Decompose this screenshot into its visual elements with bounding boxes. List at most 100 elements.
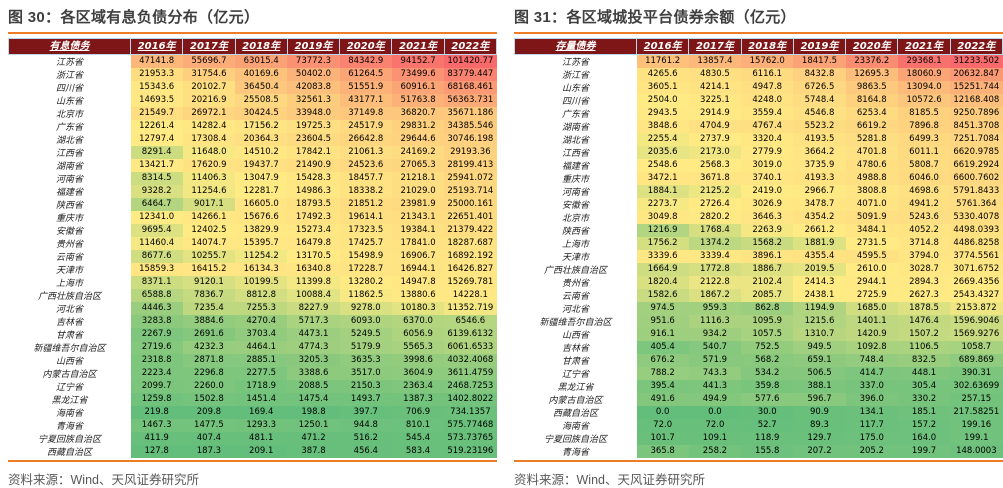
- heat-cell: 5091.9: [845, 211, 898, 224]
- bond-balance-table: 存量债券 2016年 2017年 2018年 2019年 2020年 2021年 2022年…: [514, 38, 1003, 458]
- heat-cell: 3071.6752: [950, 263, 1003, 276]
- province-name: 内蒙古自治区: [8, 367, 131, 380]
- heat-cell: 4780.6: [845, 159, 898, 172]
- heat-cell: 3026.9: [741, 198, 794, 211]
- heat-cell: 4355.4: [793, 250, 846, 263]
- heat-cell: 2548.6: [636, 159, 689, 172]
- heat-cell: 10088.4: [287, 289, 340, 302]
- heat-cell: 26642.8: [339, 133, 392, 146]
- province-name: 甘肃省: [514, 354, 637, 367]
- province-name: 黑龙江省: [514, 380, 637, 393]
- heat-cell: 3484.1: [845, 224, 898, 237]
- province-name: 山西省: [8, 354, 131, 367]
- heat-cell: 13047.9: [235, 172, 288, 185]
- heat-cell: 1772.8: [688, 263, 742, 276]
- heat-cell: 2438.1: [793, 289, 846, 302]
- heat-cell: 2610.0: [845, 263, 898, 276]
- heat-cell: 1685.0: [845, 302, 898, 315]
- heat-cell: 15428.3: [287, 172, 340, 185]
- heat-cell: 4988.8: [845, 172, 898, 185]
- province-name: 江西省: [8, 146, 131, 159]
- heat-cell: 27065.3: [391, 159, 445, 172]
- heat-cell: 24523.6: [339, 159, 392, 172]
- heat-cell: 5281.8: [845, 133, 898, 146]
- table-row: 北京市 21549.7 26972.1 30424.5 33948.0 37149.8 36…: [8, 107, 497, 120]
- heat-cell: 29644.6: [391, 133, 445, 146]
- heat-cell: 31233.502: [950, 54, 1003, 68]
- heat-cell: 94152.7: [391, 54, 445, 68]
- heat-cell: 4052.2: [897, 224, 951, 237]
- heat-cell: 2267.9: [130, 328, 183, 341]
- heat-cell: 24517.9: [339, 120, 392, 133]
- figure-31-title-rule: [514, 32, 1003, 34]
- heat-cell: 1106.5: [897, 341, 951, 354]
- heat-cell: 23981.9: [391, 198, 445, 211]
- heat-cell: 3884.6: [182, 315, 236, 328]
- heat-cell: 89.3: [793, 419, 846, 432]
- table-row: 吉林省 3283.8 3884.6 4270.4 5717.3 6093.0 6370.0 6…: [8, 315, 497, 328]
- heat-cell: 575.77468: [444, 419, 497, 432]
- figure-30-bottom-rule: [8, 460, 497, 462]
- heat-cell: 25941.072: [444, 172, 497, 185]
- heat-cell: 29831.2: [391, 120, 445, 133]
- heat-cell: 5808.7: [897, 159, 951, 172]
- heat-cell: 15343.6: [130, 81, 183, 94]
- heat-cell: 219.8: [130, 406, 183, 419]
- heat-cell: 951.6: [636, 315, 689, 328]
- heat-cell: 4767.4: [741, 120, 794, 133]
- heat-cell: 676.2: [636, 354, 689, 367]
- heat-cell: 2099.7: [130, 380, 183, 393]
- heat-cell: 14266.1: [182, 211, 236, 224]
- province-name: 广西壮族自治区: [8, 289, 131, 302]
- heat-cell: 1756.2: [636, 237, 689, 250]
- heat-cell: 3478.7: [793, 198, 846, 211]
- heat-cell: 5761.364: [950, 198, 1003, 211]
- heat-cell: 7255.3: [235, 302, 288, 315]
- table-row: 内蒙古自治区 491.6 494.9 577.6 596.7 396.0 330.2 257.…: [514, 393, 1003, 406]
- heat-cell: 15762.0: [741, 54, 794, 68]
- heat-cell: 2779.9: [741, 146, 794, 159]
- table-row: 辽宁省 788.2 743.3 534.2 506.5 414.7 448.1 390.31: [514, 367, 1003, 380]
- heat-cell: 56363.731: [444, 94, 497, 107]
- heat-cell: 2468.7253: [444, 380, 497, 393]
- heat-cell: 6588.8: [130, 289, 183, 302]
- province-name: 黑龙江省: [8, 393, 131, 406]
- heat-cell: 1216.9: [636, 224, 689, 237]
- year-column-header: 2016年: [635, 38, 690, 55]
- heat-cell: 4698.6: [897, 185, 951, 198]
- heat-cell: 7251.7084: [950, 133, 1003, 146]
- table-row: 辽宁省 2099.7 2260.0 1718.9 2088.5 2150.3 2363.4 2…: [8, 380, 497, 393]
- heat-cell: 9017.1: [182, 198, 236, 211]
- heat-cell: 14986.3: [287, 185, 340, 198]
- province-name: 陕西省: [514, 224, 637, 237]
- table-row: 青海省 1467.3 1477.5 1293.3 1250.1 944.8 810.1 575…: [8, 419, 497, 432]
- heat-cell: 6499.3: [897, 133, 951, 146]
- table-row: 湖南省 13421.7 17620.9 19437.7 21490.9 24523.6 27…: [8, 159, 497, 172]
- heat-cell: 748.4: [845, 354, 898, 367]
- heat-cell: 185.1: [897, 406, 951, 419]
- heat-cell: 491.6: [636, 393, 689, 406]
- heat-cell: 2726.4: [688, 198, 742, 211]
- heat-cell: 2255.4: [636, 133, 689, 146]
- table-row: 陕西省 1216.9 1768.4 2263.9 2661.2 3484.1 4052.2 4…: [514, 224, 1003, 237]
- heat-cell: 1374.2: [688, 237, 742, 250]
- heat-cell: 596.7: [793, 393, 846, 406]
- heat-cell: 17308.4: [182, 133, 236, 146]
- heat-cell: 5249.5: [339, 328, 392, 341]
- heat-cell: 916.1: [636, 328, 689, 341]
- province-name: 福建省: [8, 185, 131, 198]
- heat-cell: 1568.2: [741, 237, 794, 250]
- heat-cell: 752.5: [741, 341, 794, 354]
- heat-cell: 2504.0: [636, 94, 689, 107]
- table-row: 新疆维吾尔自治区 951.6 1116.3 1095.9 1215.6 1401.1 147…: [514, 315, 1003, 328]
- heat-cell: 2125.2: [688, 185, 742, 198]
- heat-cell: 73499.6: [391, 68, 445, 81]
- heat-cell: 659.1: [793, 354, 846, 367]
- table-header: 存量债券 2016年 2017年 2018年 2019年 2020年 2021年 2022年: [514, 38, 1003, 55]
- table-body: 江苏省 11761.2 13857.4 15762.0 18417.5 23376.2 29…: [514, 54, 1003, 458]
- heat-cell: 33948.0: [287, 107, 340, 120]
- heat-cell: 706.9: [391, 406, 445, 419]
- heat-cell: 36820.7: [391, 107, 445, 120]
- heat-cell: 3703.4: [235, 328, 288, 341]
